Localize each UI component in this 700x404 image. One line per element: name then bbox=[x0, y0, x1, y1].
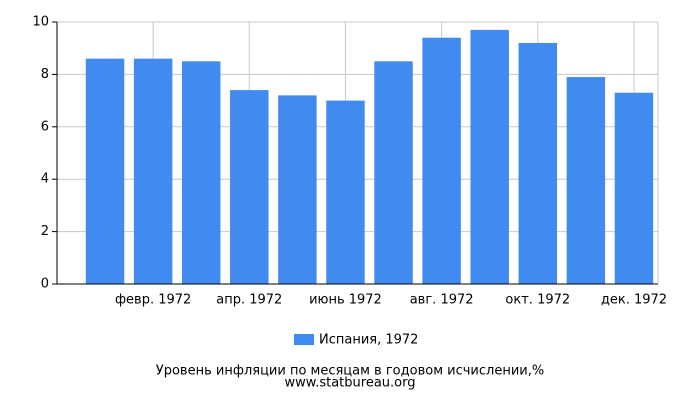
bar bbox=[566, 77, 606, 285]
bar bbox=[181, 61, 221, 284]
bar bbox=[470, 29, 509, 284]
y-tick-label: 2 bbox=[41, 224, 49, 239]
bar bbox=[133, 58, 173, 285]
x-tick-label: окт. 1972 bbox=[505, 293, 570, 308]
x-tick-label: июнь 1972 bbox=[309, 293, 382, 308]
y-tick-label: 6 bbox=[41, 119, 49, 134]
x-tick-label: дек. 1972 bbox=[601, 293, 667, 308]
bar bbox=[230, 90, 269, 285]
bar bbox=[374, 61, 413, 284]
bar bbox=[85, 58, 125, 285]
y-tick-label: 0 bbox=[41, 277, 49, 292]
legend-label: Испания, 1972 bbox=[319, 333, 418, 348]
chart-subtitle: www.statbureau.org bbox=[285, 376, 416, 391]
y-tick-label: 10 bbox=[32, 15, 49, 30]
bar bbox=[422, 37, 461, 284]
legend-swatch bbox=[294, 334, 314, 345]
bar bbox=[614, 92, 654, 285]
x-tick-label: апр. 1972 bbox=[216, 293, 282, 308]
bar bbox=[326, 100, 365, 284]
bar bbox=[518, 42, 558, 285]
y-tick-label: 4 bbox=[41, 172, 49, 187]
x-tick-label: авг. 1972 bbox=[410, 293, 474, 308]
y-tick-label: 8 bbox=[41, 67, 49, 82]
x-tick-label: февр. 1972 bbox=[115, 293, 191, 308]
chart-title: Уровень инфляции по месяцам в годовом ис… bbox=[156, 364, 544, 379]
bar bbox=[278, 95, 317, 284]
